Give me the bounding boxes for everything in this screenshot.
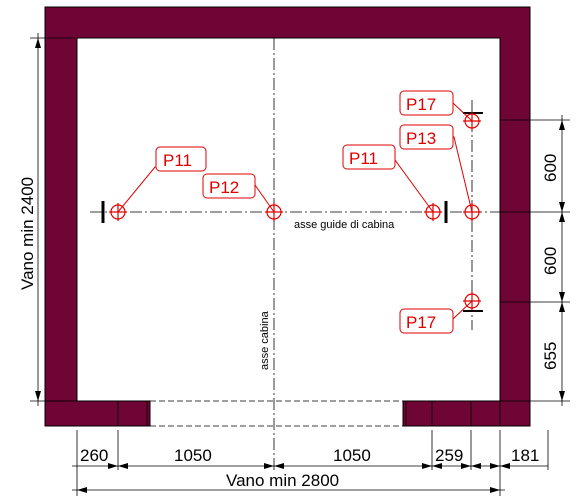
right-dimensions: 600 600 655 <box>500 115 570 406</box>
dim-600-top: 600 <box>541 154 560 182</box>
dim-600-bottom: 600 <box>541 247 560 275</box>
svg-text:P11: P11 <box>349 149 378 168</box>
bottom-dimensions: 260 1050 1050 259 181 Vano min 2800 <box>72 430 549 496</box>
tag-p11-left: P11 <box>117 146 207 213</box>
width-total-label: Vano min 2800 <box>226 471 339 490</box>
dim-181: 181 <box>511 446 539 465</box>
svg-text:P17: P17 <box>406 313 436 332</box>
left-dimension: Vano min 2400 <box>18 33 75 406</box>
tag-p11-right: P11 <box>342 144 434 213</box>
height-total-label: Vano min 2400 <box>18 177 37 290</box>
dim-1050-left: 1050 <box>174 446 212 465</box>
tag-p13: P13 <box>399 124 473 213</box>
door-opening <box>146 400 407 427</box>
svg-text:P17: P17 <box>406 95 436 114</box>
svg-text:P12: P12 <box>209 178 239 197</box>
svg-text:P11: P11 <box>163 151 192 170</box>
svg-text:P13: P13 <box>406 129 436 148</box>
car-axis-label: asse cabina <box>259 310 271 370</box>
tag-p17-top: P17 <box>399 90 473 122</box>
dim-1050-right: 1050 <box>333 446 371 465</box>
tag-p12: P12 <box>202 173 275 213</box>
tag-p17-bottom: P17 <box>399 300 473 334</box>
dim-260: 260 <box>80 446 108 465</box>
dim-259: 259 <box>435 446 463 465</box>
guide-axis-label: asse guide di cabina <box>294 219 395 231</box>
dim-655: 655 <box>541 342 560 370</box>
